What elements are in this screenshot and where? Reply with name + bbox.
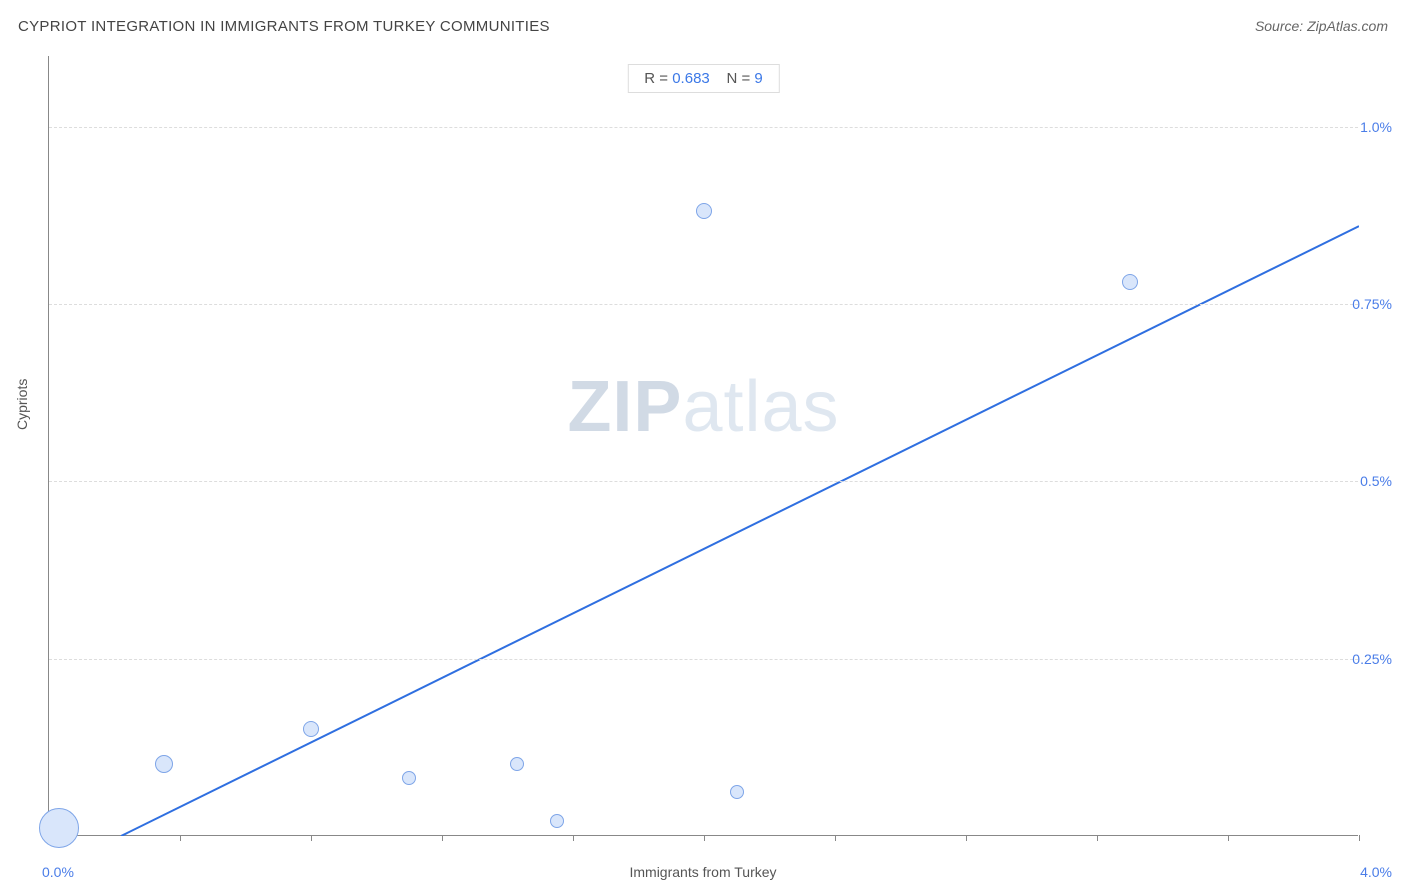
x-tick xyxy=(573,835,574,841)
x-tick xyxy=(1228,835,1229,841)
n-label: N = xyxy=(726,70,750,87)
data-point xyxy=(550,814,564,828)
y-tick-label: 0.25% xyxy=(1352,651,1392,667)
chart-source: Source: ZipAtlas.com xyxy=(1255,18,1388,34)
data-point xyxy=(39,808,79,848)
x-tick xyxy=(1097,835,1098,841)
y-axis-label: Cypriots xyxy=(14,379,30,430)
x-tick xyxy=(704,835,705,841)
plot-region: ZIPatlas R = 0.683 N = 9 xyxy=(48,56,1358,836)
data-point xyxy=(1122,274,1138,290)
y-tick-label: 1.0% xyxy=(1360,119,1392,135)
data-point xyxy=(510,757,524,771)
x-min-label: 0.0% xyxy=(42,864,74,880)
chart-area: ZIPatlas R = 0.683 N = 9 xyxy=(48,56,1358,836)
data-point xyxy=(696,203,712,219)
chart-header: CYPRIOT INTEGRATION IN IMMIGRANTS FROM T… xyxy=(18,18,1388,42)
x-axis-label: Immigrants from Turkey xyxy=(0,864,1406,880)
x-tick xyxy=(1359,835,1360,841)
n-value: 9 xyxy=(754,70,762,87)
data-point xyxy=(155,755,173,773)
y-tick-label: 0.5% xyxy=(1360,473,1392,489)
stat-box: R = 0.683 N = 9 xyxy=(627,64,779,93)
data-point xyxy=(730,785,744,799)
data-point xyxy=(303,721,319,737)
r-value: 0.683 xyxy=(672,70,710,87)
x-tick xyxy=(835,835,836,841)
watermark: ZIPatlas xyxy=(567,366,839,448)
x-tick xyxy=(966,835,967,841)
gridline xyxy=(49,481,1358,482)
x-tick xyxy=(311,835,312,841)
chart-title: CYPRIOT INTEGRATION IN IMMIGRANTS FROM T… xyxy=(18,18,550,35)
watermark-light: atlas xyxy=(682,367,839,447)
gridline xyxy=(49,304,1358,305)
data-point xyxy=(402,771,416,785)
gridline xyxy=(49,659,1358,660)
y-tick-label: 0.75% xyxy=(1352,296,1392,312)
x-tick xyxy=(180,835,181,841)
x-max-label: 4.0% xyxy=(1360,864,1392,880)
gridline xyxy=(49,127,1358,128)
watermark-bold: ZIP xyxy=(567,367,682,447)
r-label: R = xyxy=(644,70,668,87)
x-tick xyxy=(442,835,443,841)
regression-line xyxy=(49,56,1359,836)
